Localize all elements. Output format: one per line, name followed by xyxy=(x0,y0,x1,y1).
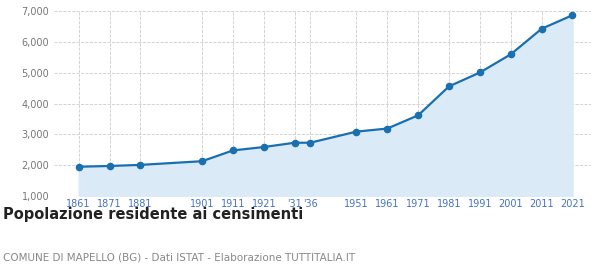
Point xyxy=(105,164,115,168)
Point xyxy=(259,145,269,149)
Point xyxy=(197,159,207,164)
Point xyxy=(383,126,392,131)
Point xyxy=(568,13,577,17)
Point xyxy=(413,113,423,118)
Point xyxy=(537,27,547,31)
Point xyxy=(74,164,83,169)
Point xyxy=(352,129,361,134)
Point xyxy=(305,141,315,145)
Text: COMUNE DI MAPELLO (BG) - Dati ISTAT - Elaborazione TUTTITALIA.IT: COMUNE DI MAPELLO (BG) - Dati ISTAT - El… xyxy=(3,252,355,262)
Point xyxy=(228,148,238,153)
Point xyxy=(506,52,515,57)
Point xyxy=(444,84,454,88)
Point xyxy=(475,70,485,75)
Point xyxy=(290,141,299,145)
Text: Popolazione residente ai censimenti: Popolazione residente ai censimenti xyxy=(3,207,303,222)
Point xyxy=(136,163,145,167)
